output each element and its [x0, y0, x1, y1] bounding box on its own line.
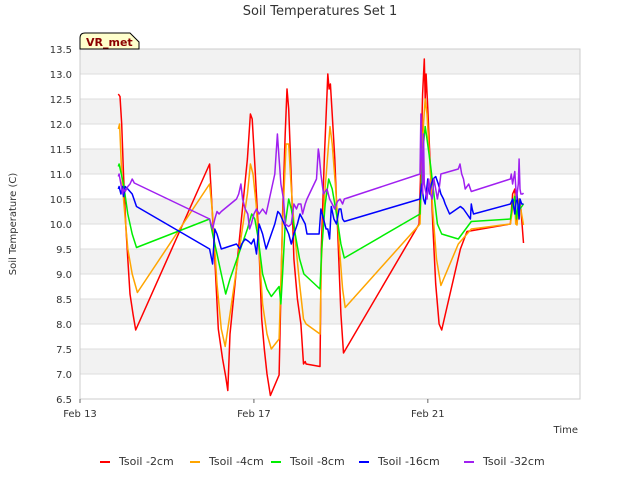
y-tick-label: 12.5: [50, 95, 72, 106]
grid-band: [80, 149, 580, 174]
grid-band: [80, 324, 580, 349]
series-lines: [117, 58, 525, 397]
y-tick-label: 13.0: [50, 70, 72, 81]
legend-item: Tsoil -2cm: [100, 455, 174, 468]
grid-band: [80, 274, 580, 299]
grid-band: [80, 49, 580, 74]
series-line-tsoilneg4cm: [117, 98, 525, 350]
y-tick-label: 8.5: [56, 295, 72, 306]
site-badge-label: VR_met: [86, 36, 133, 49]
grid-band: [80, 299, 580, 324]
x-axis-label: Time: [553, 425, 578, 436]
y-tick-label: 7.0: [56, 370, 72, 381]
legend: Tsoil -2cm Tsoil -4cm Tsoil -8cm Tsoil -16c…: [100, 455, 545, 468]
y-tick-label: 11.0: [50, 170, 72, 181]
y-tick-label: 9.0: [56, 270, 72, 281]
y-tick-label: 12.0: [50, 120, 72, 131]
y-tick-label: 7.5: [56, 345, 72, 356]
grid-band: [80, 174, 580, 199]
legend-label: Tsoil -4cm: [208, 455, 264, 468]
grid-band: [80, 99, 580, 124]
legend-item: Tsoil -4cm: [190, 455, 264, 468]
x-tick-label: Feb 21: [411, 409, 445, 420]
grid-band: [80, 374, 580, 399]
plot-background-bands: [80, 48, 580, 400]
y-tick-label: 10.0: [50, 220, 72, 231]
grid-band: [80, 249, 580, 274]
x-tick-label: Feb 17: [237, 409, 271, 420]
y-axis-label: Soil Temperature (C): [8, 173, 19, 276]
y-tick-label: 8.0: [56, 320, 72, 331]
series-line-tsoilneg2cm: [117, 58, 525, 397]
series-line-tsoilneg32cm: [117, 113, 525, 230]
legend-item: Tsoil -32cm: [464, 455, 545, 468]
y-tick-label: 10.5: [50, 195, 72, 206]
legend-label: Tsoil -32cm: [482, 455, 545, 468]
legend-label: Tsoil -2cm: [118, 455, 174, 468]
legend-label: Tsoil -8cm: [289, 455, 345, 468]
plot-frame: [79, 48, 581, 400]
y-axis-ticks: 6.5 7.0 7.5 8.0 8.5 9.0 9.5 10.0 10.5 11.0 11.5 12.…: [50, 45, 72, 406]
legend-label: Tsoil -16cm: [377, 455, 440, 468]
legend-item: Tsoil -8cm: [271, 455, 345, 468]
chart-title: Soil Temperatures Set 1: [243, 4, 398, 19]
site-badge: VR_met: [79, 32, 140, 50]
y-tick-label: 9.5: [56, 245, 72, 256]
site-badge-shape: [79, 32, 140, 50]
y-tick-label: 13.5: [50, 45, 72, 56]
grid-band: [80, 349, 580, 374]
series-line-tsoilneg8cm: [117, 125, 525, 305]
series-line-tsoilneg16cm: [117, 175, 524, 265]
x-tick-label: Feb 13: [63, 409, 97, 420]
y-tick-label: 11.5: [50, 145, 72, 156]
y-tick-label: 6.5: [56, 395, 72, 406]
legend-item: Tsoil -16cm: [359, 455, 440, 468]
x-axis-ticks: Feb 13 Feb 17 Feb 21: [63, 399, 445, 420]
